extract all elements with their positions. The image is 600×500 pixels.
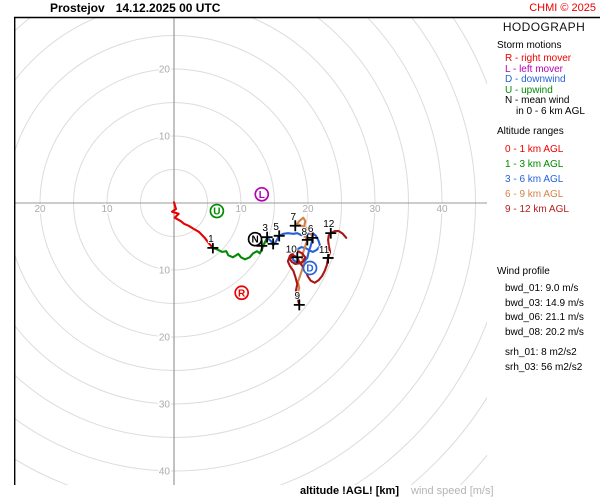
km-marker-8: 8 [301, 226, 313, 246]
svg-text:10: 10 [286, 244, 298, 255]
svg-text:11: 11 [319, 245, 330, 256]
svg-text:20: 20 [302, 204, 314, 215]
svg-text:7: 7 [290, 212, 296, 223]
legend-item-right-mover: R - right mover [505, 53, 572, 64]
svg-text:30: 30 [159, 400, 171, 411]
km-marker-11: 11 [318, 244, 334, 264]
svg-text:10: 10 [101, 204, 113, 215]
axis-lines [15, 18, 487, 485]
trace-0-1kmAGL [170, 201, 214, 249]
legend-item-9-12km: 9 - 12 km AGL [505, 204, 569, 215]
stat-bwd-06: bwd_06: 21.1 m/s [505, 312, 584, 324]
legend-item-1-3km: 1 - 3 km AGL [505, 159, 564, 170]
legend-item-3-6km: 3 - 6 km AGL [505, 174, 564, 185]
svg-text:5: 5 [273, 222, 279, 233]
svg-text:1: 1 [208, 234, 214, 245]
legend-sidebar: HODOGRAPH Storm motions R - right mover … [488, 0, 600, 500]
altitude-ranges-heading: Altitude ranges [497, 126, 564, 137]
legend-item-mean-wind: N - mean wind [505, 95, 570, 107]
trace-6-9kmAGL [294, 216, 314, 306]
stat-bwd-03: bwd_03: 14.9 m/s [505, 297, 584, 309]
station-name: Prostejov [50, 1, 105, 15]
storm-motions-heading: Storm motions [497, 40, 562, 51]
km-marker-10: 10 [285, 243, 303, 263]
stat-bwd-01: bwd_01: 9.0 m/s [505, 283, 579, 294]
windspeed-axis-caption: wind speed [m/s] [411, 485, 494, 497]
legend-item-0-1km: 0 - 1 km AGL [505, 144, 564, 155]
page-title: Prostejov 14.12.2025 00 UTC [50, 1, 220, 15]
legend-item-downwind: D - downwind [505, 74, 566, 86]
svg-text:40: 40 [436, 204, 448, 215]
plot-frame [13, 16, 600, 485]
svg-text:20: 20 [159, 65, 171, 76]
km-marker-3: 3 [261, 222, 273, 243]
svg-text:10: 10 [235, 204, 247, 215]
svg-text:10: 10 [159, 132, 171, 143]
svg-text:40: 40 [159, 467, 171, 478]
km-marker-7: 7 [289, 211, 301, 232]
svg-text:R: R [238, 288, 246, 299]
altitude-ranges-legend: Altitude ranges 0 - 1 km AGL 1 - 3 km AG… [497, 126, 569, 217]
svg-text:20: 20 [34, 204, 46, 215]
copyright-notice: CHMI © 2025 [529, 2, 596, 14]
svg-text:L: L [259, 190, 265, 201]
wind-profile-heading: Wind profile [497, 266, 550, 277]
km-marker-1: 1 [207, 233, 219, 254]
km-marker-12: 12 [322, 218, 337, 239]
svg-text:3: 3 [262, 223, 268, 234]
svg-text:N: N [251, 235, 258, 246]
svg-text:12: 12 [323, 219, 335, 230]
storm-motion-markers: U L R D N [209, 186, 318, 301]
km-marker-5: 5 [272, 221, 285, 242]
km-marker-4 [267, 238, 279, 250]
stat-srh-03: srh_03: 56 m2/s2 [505, 361, 583, 373]
altitude-axis-caption: altitude !AGL! [km] [300, 485, 399, 497]
storm-motion-D: D [302, 260, 318, 276]
svg-text:10: 10 [159, 266, 171, 277]
storm-motions-legend: Storm motions R - right mover L - left m… [497, 40, 585, 118]
legend-item-upwind: U - upwind [505, 84, 553, 96]
storm-motion-R: R [234, 285, 250, 301]
legend-item-left-mover: L - left mover [505, 63, 563, 75]
stat-bwd-08: bwd_08: 20.2 m/s [505, 326, 584, 338]
km-marker-9: 9 [294, 290, 305, 311]
storm-motion-N: N [247, 231, 263, 247]
legend-item-6-9km: 6 - 9 km AGL [505, 189, 564, 200]
wind-profile-panel: Wind profile bwd_01: 9.0 m/s bwd_03: 14.… [497, 266, 584, 376]
svg-text:D: D [306, 263, 313, 274]
stat-srh-01: srh_01: 8 m2/s2 [505, 347, 577, 359]
svg-text:8: 8 [302, 227, 308, 238]
storm-motion-U: U [209, 203, 225, 219]
km-marker-6: 6 [307, 223, 319, 244]
trace-9-12kmAGL [286, 230, 348, 306]
observation-datetime: 14.12.2025 00 UTC [115, 1, 221, 15]
svg-text:U: U [213, 207, 220, 218]
chart-title: HODOGRAPH [502, 20, 586, 34]
ring-labels: 20 10 10 20 30 40 10 20 10 20 30 40 [33, 63, 450, 479]
svg-text:20: 20 [159, 333, 171, 344]
svg-text:6: 6 [308, 224, 314, 235]
svg-text:30: 30 [369, 204, 381, 215]
legend-item-mean-wind-layer: in 0 - 6 km AGL [516, 105, 585, 117]
storm-motion-L: L [254, 186, 270, 202]
svg-text:9: 9 [295, 291, 301, 302]
